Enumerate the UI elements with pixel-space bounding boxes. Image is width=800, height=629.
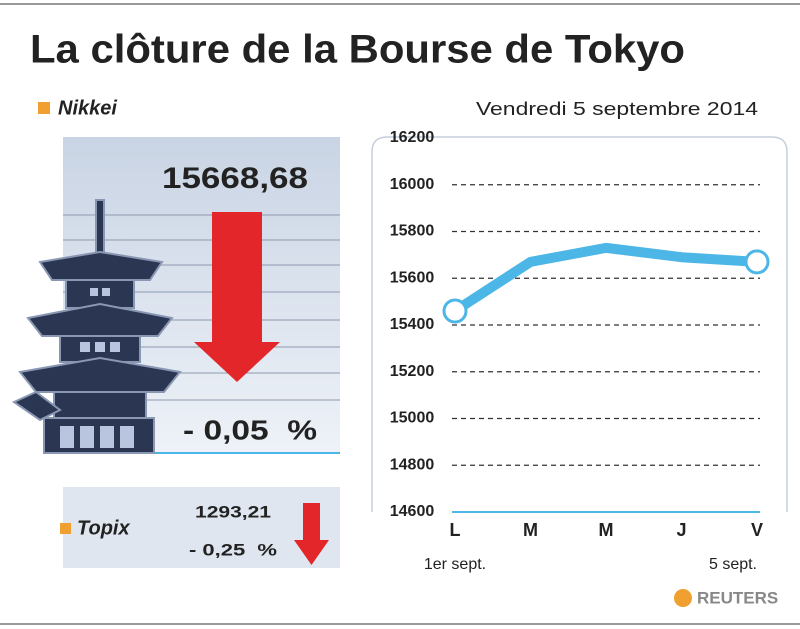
- legend-swatch: [60, 523, 71, 534]
- down-arrow: [194, 212, 280, 382]
- x-tick-label: L: [450, 520, 461, 540]
- x-tick-label: M: [523, 520, 538, 540]
- x-annotation: 1er sept.: [424, 556, 486, 573]
- y-tick-label: 16000: [390, 176, 435, 193]
- x-tick-label: J: [676, 520, 686, 540]
- x-tick-label: V: [751, 520, 763, 540]
- y-tick-label: 14800: [390, 456, 435, 473]
- title: La clôture de la Bourse de Tokyo: [30, 28, 685, 72]
- y-tick-label: 15600: [390, 269, 435, 286]
- x-annotation: 5 sept.: [709, 556, 757, 573]
- line-series: [452, 242, 758, 316]
- pagoda: [11, 199, 182, 454]
- line-chart: 14600 14800 15000 15200 15400 15600 15800 16000…: [390, 129, 770, 540]
- down-arrow: [294, 503, 329, 565]
- endpoint-marker: [744, 249, 770, 275]
- source: REUTERS: [697, 588, 778, 607]
- nikkei-change: - 0,05 %: [183, 414, 317, 445]
- y-tick-label: 14600: [390, 503, 435, 520]
- y-tick-label: 15800: [390, 223, 435, 240]
- topix-label: Topix: [77, 517, 130, 539]
- y-tick-label: 15400: [390, 316, 435, 333]
- pagoda-windows: [60, 288, 134, 448]
- topix-value: 1293,21: [195, 502, 271, 521]
- chart-subtitle: Vendredi 5 septembre 2014: [476, 99, 758, 119]
- x-tick-label: M: [599, 520, 614, 540]
- y-tick-label: 15200: [390, 363, 435, 380]
- nikkei-label: Nikkei: [58, 97, 117, 119]
- reuters-logo: [674, 589, 692, 607]
- y-tick-label: 16200: [390, 129, 435, 146]
- legend-swatch: [38, 102, 50, 114]
- topix-change: - 0,25 %: [189, 540, 277, 559]
- y-tick-label: 15000: [390, 410, 435, 427]
- nikkei-value: 15668,68: [162, 162, 308, 195]
- topix-panel: [63, 487, 340, 568]
- endpoint-marker: [442, 298, 468, 324]
